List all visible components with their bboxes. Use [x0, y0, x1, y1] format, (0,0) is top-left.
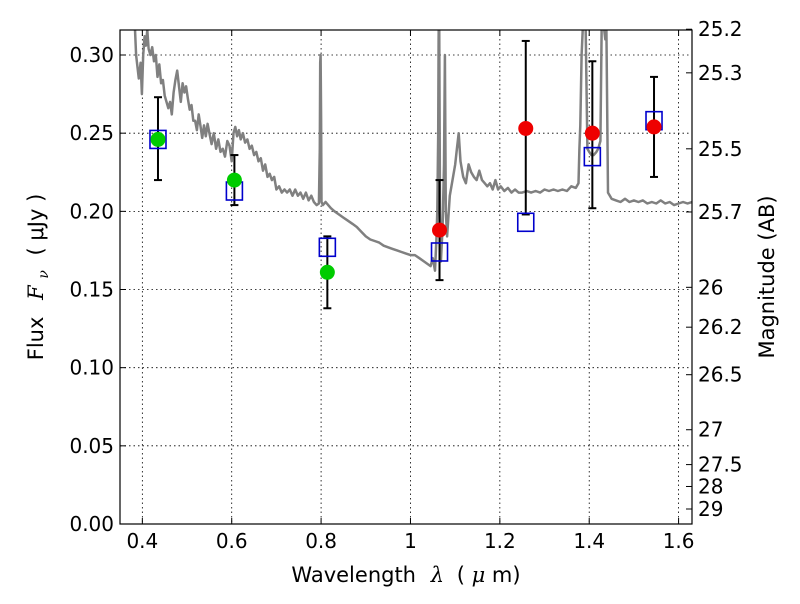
sed-model-layer	[133, 30, 692, 272]
plot-background	[120, 30, 692, 524]
magnitude-tick-label: 26	[698, 275, 723, 299]
x-tick-label: 0.6	[216, 529, 248, 553]
y-tick-label: 0.15	[69, 278, 114, 302]
y-tick-label: 0.25	[69, 121, 114, 145]
magnitude-tick-label: 29	[698, 497, 723, 521]
x-tick-label: 1.2	[484, 529, 516, 553]
red-data-point	[518, 120, 534, 136]
x-axis-title-unit-mu: μ	[472, 563, 486, 587]
green-data-point	[226, 172, 242, 188]
red-data-point	[432, 222, 448, 238]
y-axis-title-unit: ( μJy )	[24, 194, 48, 256]
y-axis-title: Flux F ν ( μJy )	[24, 194, 53, 361]
model-square-marker	[430, 242, 449, 262]
y-tick-label: 0.30	[69, 43, 114, 67]
y-tick-label: 0.00	[69, 512, 114, 536]
magnitude-tick-label: 27.5	[698, 453, 743, 477]
data-markers	[149, 39, 663, 310]
plot-frame	[119, 29, 693, 525]
magnitude-tick-label: 27	[698, 418, 723, 442]
right-axis-title: Magnitude (AB)	[755, 195, 779, 358]
axis-ticks: 0.4 0.6 0.8 1 1.2 1.4 1.6 0.00 0.05 0.10 0.15 0.20 0…	[69, 17, 742, 553]
x-axis-title-prefix: Wavelength	[291, 563, 416, 587]
x-axis-title: Wavelength λ ( μ m)	[291, 563, 520, 587]
green-data-point	[319, 264, 335, 280]
model-square-marker	[149, 129, 167, 150]
sed-model-line	[133, 30, 692, 272]
model-square-marker	[583, 146, 602, 167]
y-axis-title-subscript: ν	[36, 270, 52, 279]
magnitude-tick-label: 25.3	[698, 61, 743, 85]
y-tick-label: 0.20	[69, 199, 114, 223]
x-axis-title-symbol: λ	[430, 563, 444, 587]
x-tick-label: 1	[404, 529, 417, 553]
y-tick-label: 0.05	[69, 434, 114, 458]
red-data-point	[646, 119, 662, 135]
green-data-point	[150, 131, 166, 147]
magnitude-tick-label: 26.5	[698, 363, 743, 387]
x-tick-label: 1.4	[573, 529, 605, 553]
y-axis-title-prefix: Flux	[24, 317, 48, 361]
magnitude-tick-label: 25.2	[698, 17, 743, 41]
y-tick-label: 0.10	[69, 356, 114, 380]
y-axis-title-symbol: F	[24, 284, 48, 301]
magnitude-tick-label: 25.7	[698, 200, 743, 224]
magnitude-tick-label: 25.5	[698, 137, 743, 161]
magnitude-tick-label: 26.2	[698, 315, 743, 339]
x-tick-label: 0.8	[305, 529, 337, 553]
model-square-marker	[516, 212, 535, 233]
x-tick-label: 0.4	[126, 529, 158, 553]
x-tick-label: 1.6	[663, 529, 695, 553]
red-data-point	[584, 125, 600, 141]
x-axis-title-unit-open: (	[457, 563, 465, 587]
model-square-marker	[318, 237, 337, 258]
x-axis-title-unit-rest: m)	[492, 563, 521, 587]
magnitude-tick-label: 28	[698, 474, 723, 498]
